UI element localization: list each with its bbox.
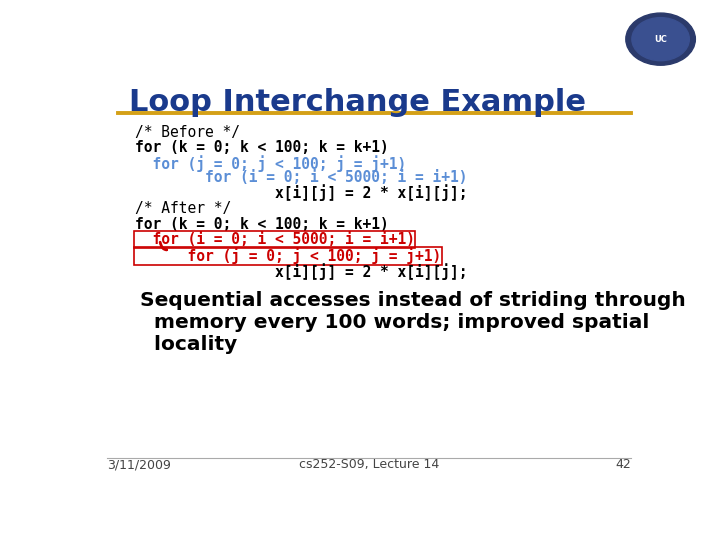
Text: cs252-S09, Lecture 14: cs252-S09, Lecture 14: [299, 458, 439, 471]
Text: for (j = 0; j < 100; j = j+1): for (j = 0; j < 100; j = j+1): [135, 155, 406, 172]
Text: for (k = 0; k < 100; k = k+1): for (k = 0; k < 100; k = k+1): [135, 217, 388, 232]
Text: for (i = 0; i < 5000; i = i+1): for (i = 0; i < 5000; i = i+1): [135, 170, 467, 185]
Text: /* Before */: /* Before */: [135, 125, 240, 140]
Text: /* After */: /* After */: [135, 201, 231, 216]
Circle shape: [632, 18, 689, 60]
Text: Sequential accesses instead of striding through
  memory every 100 words; improv: Sequential accesses instead of striding …: [140, 292, 686, 354]
Text: 3/11/2009: 3/11/2009: [107, 458, 171, 471]
Text: x[i][j] = 2 * x[i][j];: x[i][j] = 2 * x[i][j];: [135, 263, 467, 280]
Text: for (j = 0; j < 100; j = j+1): for (j = 0; j < 100; j = j+1): [135, 247, 441, 264]
Text: for (k = 0; k < 100; k = k+1): for (k = 0; k < 100; k = k+1): [135, 140, 388, 156]
Text: for (i = 0; i < 5000; i = i+1): for (i = 0; i < 5000; i = i+1): [135, 232, 415, 247]
Text: x[i][j] = 2 * x[i][j];: x[i][j] = 2 * x[i][j];: [135, 184, 467, 201]
Circle shape: [626, 13, 696, 65]
Text: UC: UC: [654, 35, 667, 44]
FancyArrowPatch shape: [160, 242, 167, 250]
Text: Loop Interchange Example: Loop Interchange Example: [129, 87, 586, 117]
Text: 42: 42: [616, 458, 631, 471]
